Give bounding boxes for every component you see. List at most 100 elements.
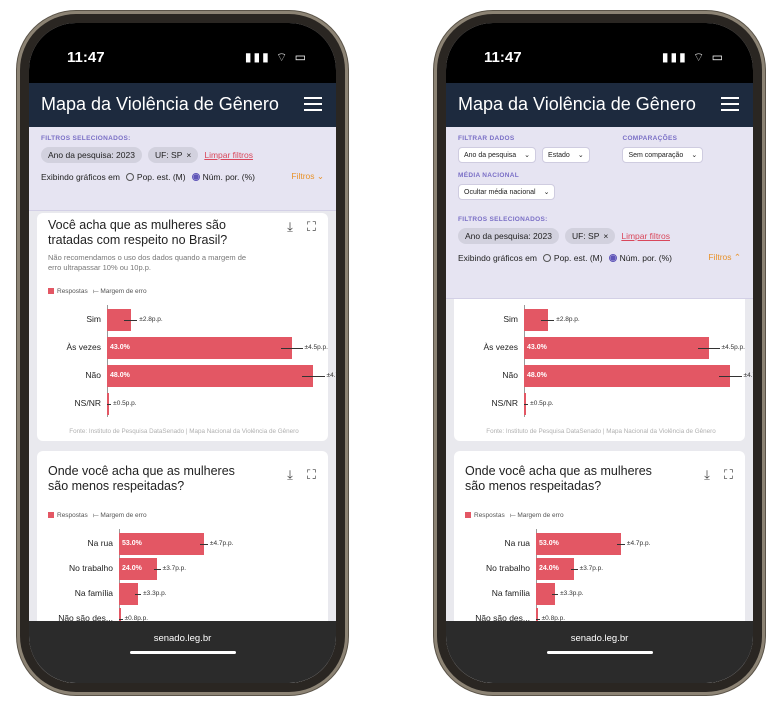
hamburger-menu-icon[interactable] — [721, 97, 739, 111]
browser-bottom-bar: senado.leg.br — [446, 621, 753, 683]
error-bar — [552, 594, 559, 595]
bar[interactable] — [536, 583, 556, 605]
download-icon[interactable]: ⤓ — [704, 467, 710, 482]
card-title-line2: tratadas com respeito no Brasil? — [48, 233, 228, 247]
radio-pop[interactable]: Pop. est. (M) — [542, 252, 603, 263]
bar-value: 43.0% — [527, 344, 547, 351]
expand-icon[interactable]: ⛶ — [723, 467, 733, 482]
chevron-down-icon: ⌄ — [577, 152, 584, 159]
bar-label: Na família — [491, 588, 530, 598]
bar-label: Na rua — [87, 538, 113, 548]
error-bar — [154, 569, 161, 570]
radio-num[interactable]: Núm. por. (%) — [608, 252, 672, 263]
clear-filters-link[interactable]: Limpar filtros — [621, 231, 670, 241]
bar[interactable] — [524, 337, 709, 359]
error-label: ±3.3p.p. — [143, 590, 167, 597]
bar[interactable] — [107, 309, 131, 331]
bar-label: Na rua — [504, 538, 530, 548]
source-note: Fonte: Instituto de Pesquisa DataSenado … — [486, 428, 716, 435]
bar-label: Sim — [86, 314, 101, 324]
home-indicator[interactable] — [546, 651, 653, 654]
download-icon[interactable]: ⤓ — [287, 219, 293, 234]
chip-uf-label: UF: SP — [154, 150, 183, 160]
url-label[interactable]: senado.leg.br — [153, 633, 212, 644]
filters-toggle[interactable]: Filtros ⌃ — [708, 252, 741, 262]
radio-pop-label: Pop. est. (M) — [136, 171, 186, 182]
margin-warning: Não recomendamos o uso dos dados quando … — [48, 253, 316, 273]
home-indicator[interactable] — [129, 651, 236, 654]
card-title-line2: são menos respeitadas? — [48, 479, 185, 493]
bar-label: NS/NR — [491, 398, 518, 408]
radio-pop[interactable]: Pop. est. (M) — [125, 171, 186, 182]
bar-label: No trabalho — [69, 563, 113, 573]
error-label: ±0.5p.p. — [530, 400, 554, 407]
error-label: ±2.8p.p. — [139, 316, 163, 323]
bar-label: Às vezes — [66, 342, 102, 352]
bar-value: 48.0% — [110, 372, 130, 379]
error-label: ±4.7p.p. — [743, 372, 754, 379]
select-comparison[interactable]: Sem comparação ⌄ — [622, 147, 704, 163]
bar[interactable] — [107, 365, 314, 387]
legend-error: ⟝ Margem de erro — [93, 512, 147, 519]
status-bar: 11:47 ▮▮▮ ⌔ ▭ — [29, 23, 336, 83]
chip-uf-label: UF: SP — [571, 231, 600, 241]
select-state[interactable]: Estado ⌄ — [542, 147, 590, 163]
bar[interactable] — [119, 533, 204, 555]
radio-pop-icon — [542, 254, 551, 263]
bar-label: Às vezes — [483, 342, 519, 352]
select-year[interactable]: Ano da pesquisa ⌄ — [458, 147, 537, 163]
error-bar — [199, 544, 208, 545]
legend-swatch — [465, 512, 471, 519]
status-icons: ▮▮▮ ⌔ ▭ — [244, 50, 308, 64]
display-mode-label: Exibindo gráficos em — [458, 252, 537, 263]
error-bar — [616, 544, 625, 545]
filters-panel-expanded: FILTRAR DADOS Ano da pesquisa ⌄ Estado ⌄ C… — [446, 127, 753, 299]
download-icon[interactable]: ⤓ — [287, 467, 293, 482]
bar-label: Na família — [74, 588, 113, 598]
error-bar — [124, 320, 138, 321]
remove-uf-icon[interactable]: × — [603, 231, 609, 241]
hamburger-menu-icon[interactable] — [304, 97, 322, 111]
radio-pop-icon — [125, 173, 134, 182]
expand-icon[interactable]: ⛶ — [306, 467, 316, 482]
filters-toggle[interactable]: Filtros ⌄ — [291, 171, 324, 181]
error-bar — [135, 594, 142, 595]
bar-value: 24.0% — [539, 565, 559, 572]
chevron-down-icon: ⌄ — [543, 189, 550, 196]
comparisons-label: COMPARAÇÕES — [622, 135, 678, 142]
bar[interactable] — [524, 309, 548, 331]
bar-value: 53.0% — [539, 540, 559, 547]
remove-uf-icon[interactable]: × — [186, 150, 192, 160]
radio-num-label: Núm. por. (%) — [202, 171, 255, 182]
error-bar — [571, 569, 578, 570]
select-year-value: Ano da pesquisa — [464, 151, 517, 159]
bar[interactable] — [524, 365, 731, 387]
error-bar — [698, 348, 720, 349]
error-label: ±4.7p.p. — [209, 540, 234, 547]
bar[interactable] — [119, 583, 139, 605]
select-national-average[interactable]: Ocultar média nacional ⌄ — [458, 184, 556, 200]
card-title-line1: Onde você acha que as mulheres — [48, 464, 235, 478]
bar[interactable] — [536, 558, 575, 580]
url-label[interactable]: senado.leg.br — [570, 633, 629, 644]
expand-icon[interactable]: ⛶ — [306, 219, 316, 234]
select-national-average-value: Ocultar média nacional — [464, 188, 536, 196]
bar[interactable] — [107, 337, 292, 359]
error-label: ±0.8p.p. — [124, 615, 149, 622]
card-title-line1: Onde você acha que as mulheres — [465, 464, 652, 478]
legend-responses: Respostas — [57, 512, 88, 519]
radio-num-icon — [191, 173, 200, 182]
legend-error: ⟝ Margem de erro — [510, 512, 564, 519]
status-time: 11:47 — [484, 49, 522, 66]
bar[interactable] — [536, 533, 621, 555]
bar-value: 53.0% — [122, 540, 142, 547]
error-bar — [107, 404, 112, 405]
browser-bottom-bar: senado.leg.br — [29, 621, 336, 683]
radio-num-label: Núm. por. (%) — [619, 252, 672, 263]
bar[interactable] — [119, 558, 158, 580]
radio-num[interactable]: Núm. por. (%) — [191, 171, 255, 182]
radio-pop-label: Pop. est. (M) — [553, 252, 603, 263]
clear-filters-link[interactable]: Limpar filtros — [204, 150, 253, 160]
card-actions: ⤓ ⛶ — [273, 219, 316, 235]
legend-swatch — [48, 288, 54, 295]
